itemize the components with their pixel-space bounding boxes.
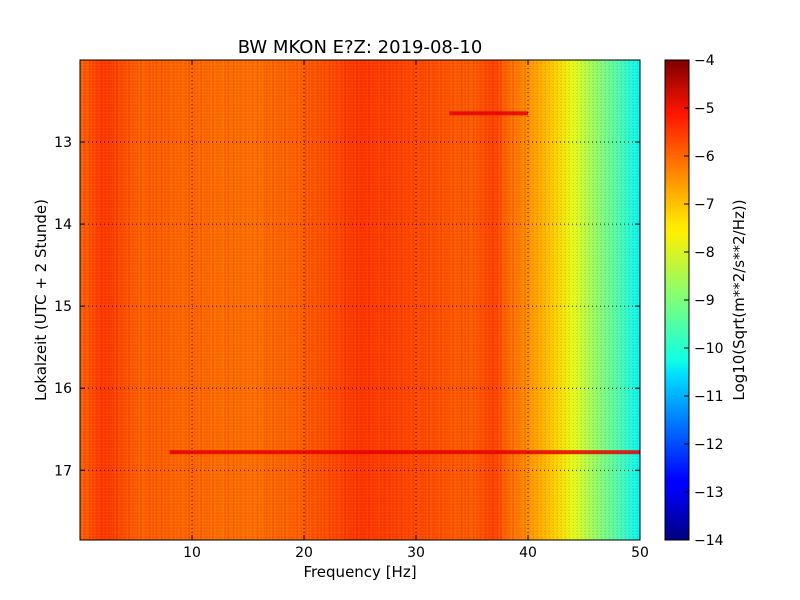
x-tick-label: 50 (631, 545, 649, 561)
strong-band (169, 450, 640, 455)
y-tick-label: 13 (54, 135, 72, 151)
y-axis-label: Lokalzeit (UTC + 2 Stunde) (32, 199, 50, 401)
colorbar-tick-label: −8 (694, 245, 715, 261)
colorbar-tick-label: −10 (694, 341, 724, 357)
x-axis-label: Frequency [Hz] (303, 563, 416, 581)
plot-frame (79, 59, 641, 541)
colorbar-tick-label: −14 (694, 533, 724, 549)
colorbar-tick-label: −5 (694, 101, 715, 117)
strong-band (449, 111, 528, 116)
colorbar-label: Log10(Sqrt(m**2/s**2/Hz)) (730, 199, 748, 400)
colorbar-tick-label: −6 (694, 149, 715, 165)
colorbar: −4 −5 −6 −7 −8 −9 −10 −11 −12 −13 −14 Log10(Sqrt(m… (664, 53, 748, 549)
plot-area (79, 59, 641, 541)
strong-bands (169, 111, 640, 455)
y-axis-ticks: 13 14 15 16 17 (54, 135, 640, 479)
chart-title: BW MKON E?Z: 2019-08-10 (238, 37, 483, 58)
grid (80, 60, 640, 540)
spectrogram-texture (80, 60, 640, 540)
colorbar-ticks: −4 −5 −6 −7 −8 −9 −10 −11 −12 −13 −14 (684, 53, 724, 549)
colorbar-tick-label: −13 (694, 485, 724, 501)
y-tick-label: 15 (54, 299, 72, 315)
colorbar-tick-label: −12 (694, 437, 724, 453)
y-tick-label: 16 (54, 381, 72, 397)
y-tick-label: 14 (54, 217, 72, 233)
colorbar-tick-label: −7 (694, 197, 715, 213)
x-tick-label: 20 (295, 545, 313, 561)
colorbar-tick-label: −4 (694, 53, 715, 69)
x-tick-label: 30 (407, 545, 425, 561)
x-tick-label: 40 (519, 545, 537, 561)
x-tick-label: 10 (183, 545, 201, 561)
colorbar-tick-label: −11 (694, 389, 724, 405)
x-axis-ticks: 10 20 30 40 50 (183, 60, 649, 561)
y-tick-label: 17 (54, 463, 72, 479)
colorbar-tick-label: −9 (694, 293, 715, 309)
